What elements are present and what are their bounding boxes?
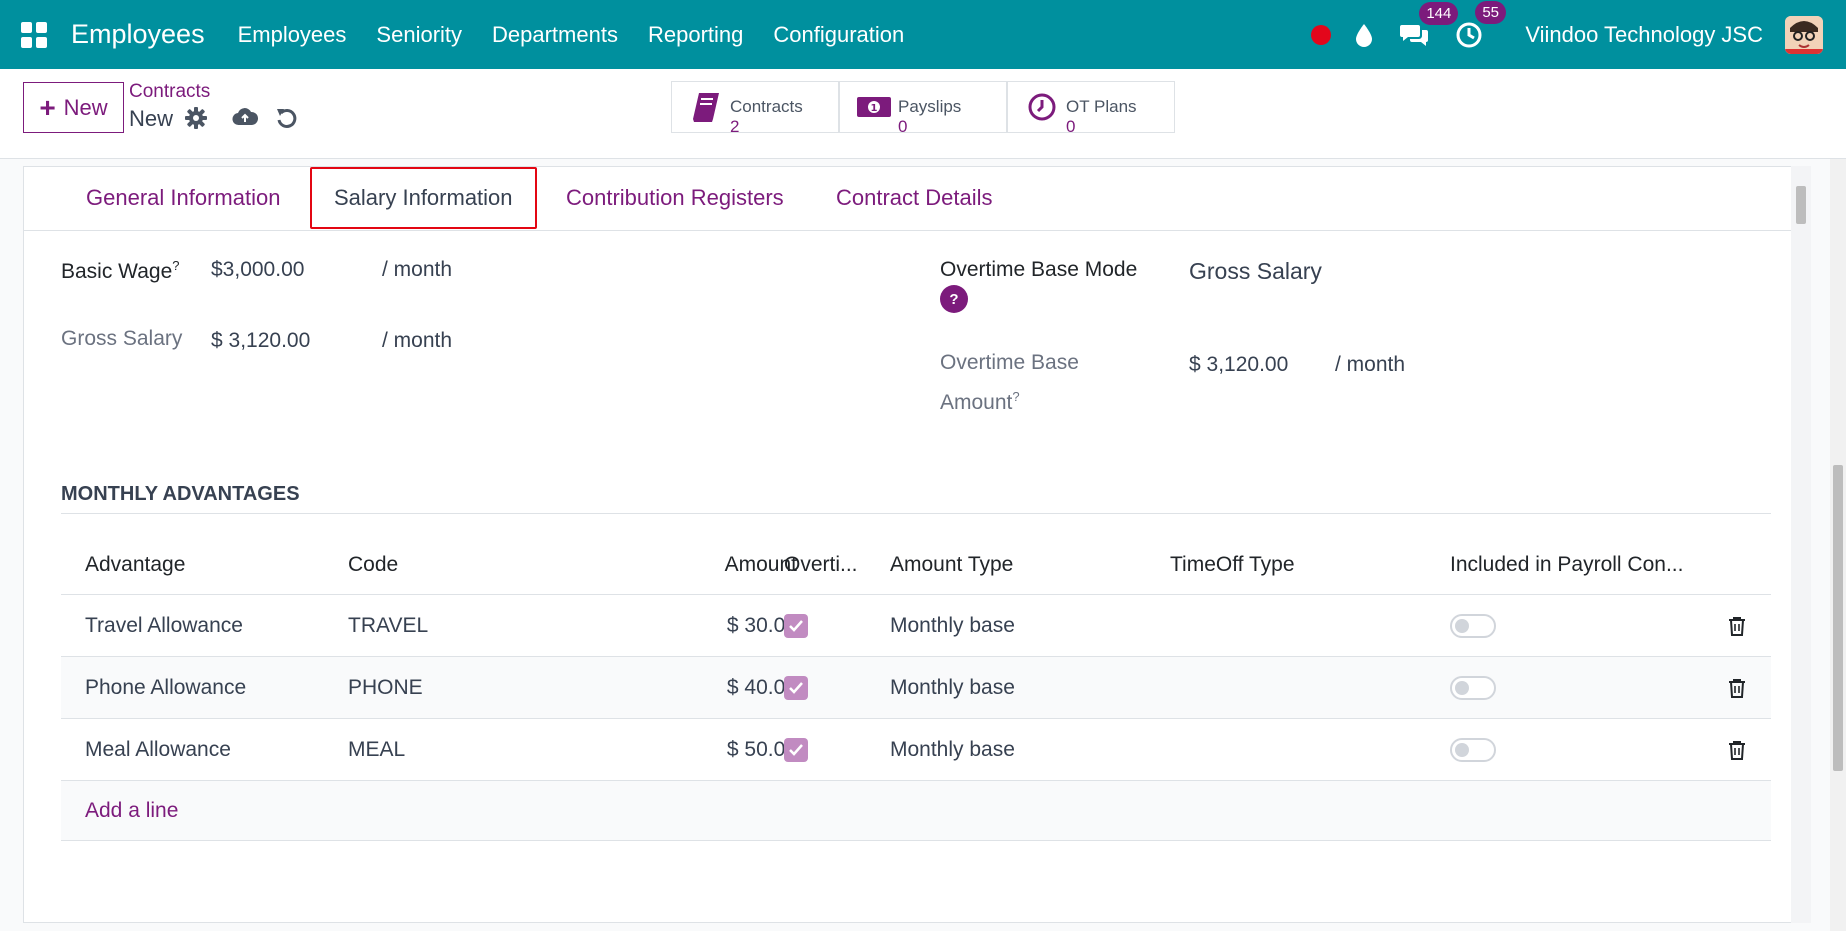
payslips-smart-count: 0 xyxy=(898,117,908,136)
tab-general-information[interactable]: General Information xyxy=(86,185,281,210)
undo-icon[interactable] xyxy=(276,107,298,134)
col-advantage[interactable]: Advantage xyxy=(85,552,186,576)
overtime-base-amount-label: Overtime Base Amount? xyxy=(940,351,1079,414)
advantage-cell[interactable]: Meal Allowance xyxy=(85,737,231,761)
page-scroll-thumb[interactable] xyxy=(1833,465,1843,771)
included-toggle[interactable] xyxy=(1450,719,1496,780)
table-header: Advantage Code Amount Overti... Amount T… xyxy=(61,535,1771,595)
advantage-cell[interactable]: Travel Allowance xyxy=(85,613,243,637)
contracts-smart-count: 2 xyxy=(730,117,740,136)
ot-plans-smart-label: OT Plans xyxy=(1066,97,1137,116)
messages-button[interactable]: 144 xyxy=(1399,1,1459,48)
col-overtime[interactable]: Overti... xyxy=(784,552,858,576)
recording-dot-icon[interactable] xyxy=(1311,24,1332,45)
overtime-checkbox[interactable] xyxy=(784,657,808,718)
col-amount[interactable]: Amount xyxy=(724,552,797,576)
messages-badge: 144 xyxy=(1419,1,1459,25)
section-divider xyxy=(61,513,1771,514)
monthly-advantages-title: MONTHLY ADVANTAGES xyxy=(61,483,300,505)
col-included-in-payroll[interactable]: Included in Payroll Con... xyxy=(1450,552,1684,576)
code-cell[interactable]: MEAL xyxy=(348,737,406,761)
new-button-label: New xyxy=(63,94,108,120)
code-cell[interactable]: PHONE xyxy=(348,675,423,699)
overtime-base-mode-label: Overtime Base Mode xyxy=(940,258,1138,281)
add-a-line-link[interactable]: Add a line xyxy=(85,798,179,822)
trash-icon[interactable] xyxy=(1728,719,1746,780)
svg-text:1: 1 xyxy=(871,103,878,114)
book-icon xyxy=(688,91,724,123)
amount-cell[interactable]: $ 50.00 xyxy=(726,737,797,761)
notebook-tabs: General Information Salary Information C… xyxy=(24,167,1810,231)
clock-icon xyxy=(1024,92,1060,122)
gross-salary-unit: / month xyxy=(382,329,453,352)
inner-scrollbar[interactable] xyxy=(1791,166,1811,923)
overtime-base-amount-unit: / month xyxy=(1335,353,1406,376)
table-row[interactable]: Phone Allowance PHONE $ 40.00 Monthly ba… xyxy=(61,657,1771,719)
payslips-smart-button[interactable]: 1 Payslips 0 xyxy=(839,81,1007,136)
amount-type-cell[interactable]: Monthly base xyxy=(890,613,1015,637)
form-sheet: General Information Salary Information C… xyxy=(23,166,1810,923)
plus-icon: + xyxy=(39,91,56,123)
trash-icon[interactable] xyxy=(1728,595,1746,656)
breadcrumb-contracts[interactable]: Contracts xyxy=(129,81,211,102)
ot-plans-smart-button[interactable]: OT Plans 0 xyxy=(1007,81,1175,136)
company-switcher[interactable]: Viindoo Technology JSC xyxy=(1525,21,1763,47)
activities-button[interactable]: 55 xyxy=(1455,0,1506,49)
menu-employees[interactable]: Employees xyxy=(237,21,347,47)
contracts-smart-button[interactable]: Contracts 2 xyxy=(671,81,839,136)
gross-salary-label: Gross Salary xyxy=(61,327,183,350)
apps-menu-icon[interactable] xyxy=(21,21,47,48)
top-navbar: Employees Employees Seniority Department… xyxy=(0,0,1846,69)
amount-cell[interactable]: $ 30.00 xyxy=(726,613,797,637)
included-toggle[interactable] xyxy=(1450,657,1496,718)
tab-contribution-registers[interactable]: Contribution Registers xyxy=(566,185,784,210)
basic-wage-field[interactable]: $3,000.00 xyxy=(211,258,305,281)
table-row[interactable]: Travel Allowance TRAVEL $ 30.00 Monthly … xyxy=(61,595,1771,657)
col-amount-type[interactable]: Amount Type xyxy=(890,552,1014,576)
menu-reporting[interactable]: Reporting xyxy=(647,21,744,47)
control-panel: + New Contracts New Contracts 2 1 Paysli… xyxy=(0,69,1846,159)
tab-contract-details[interactable]: Contract Details xyxy=(836,185,993,210)
drop-icon[interactable] xyxy=(1355,23,1373,47)
user-avatar[interactable] xyxy=(1785,15,1823,54)
table-row[interactable]: Meal Allowance MEAL $ 50.00 Monthly base xyxy=(61,719,1771,781)
amount-type-cell[interactable]: Monthly base xyxy=(890,675,1015,699)
chat-icon xyxy=(1400,24,1429,46)
contracts-smart-label: Contracts xyxy=(730,97,803,116)
basic-wage-label: Basic Wage? xyxy=(61,258,180,283)
help-icon[interactable]: ? xyxy=(940,285,968,313)
code-cell[interactable]: TRAVEL xyxy=(348,613,429,637)
menu-seniority[interactable]: Seniority xyxy=(376,21,463,47)
clock-icon xyxy=(1456,22,1482,47)
advantage-cell[interactable]: Phone Allowance xyxy=(85,675,247,699)
new-button[interactable]: + New xyxy=(23,82,124,133)
advantages-table: Advantage Code Amount Overti... Amount T… xyxy=(61,535,1771,841)
menu-departments[interactable]: Departments xyxy=(492,21,618,47)
tab-salary-information[interactable]: Salary Information xyxy=(310,167,537,229)
ot-plans-smart-count: 0 xyxy=(1066,117,1076,136)
add-line-row: Add a line xyxy=(61,781,1771,841)
amount-type-cell[interactable]: Monthly base xyxy=(890,737,1015,761)
col-timeoff-type[interactable]: TimeOff Type xyxy=(1170,552,1295,576)
basic-wage-unit: / month xyxy=(382,258,453,281)
trash-icon[interactable] xyxy=(1728,657,1746,718)
overtime-checkbox[interactable] xyxy=(784,719,808,780)
inner-scroll-thumb[interactable] xyxy=(1796,186,1806,224)
overtime-checkbox[interactable] xyxy=(784,595,808,656)
breadcrumb-current: New xyxy=(129,106,174,131)
gross-salary-value: $ 3,120.00 xyxy=(211,329,311,352)
overtime-base-mode-select[interactable]: Gross Salary xyxy=(1189,258,1322,284)
overtime-base-amount-value: $ 3,120.00 xyxy=(1189,353,1289,376)
cloud-upload-icon[interactable] xyxy=(232,107,259,132)
payslips-smart-label: Payslips xyxy=(898,97,962,116)
money-icon: 1 xyxy=(856,95,892,119)
col-code[interactable]: Code xyxy=(348,552,399,576)
menu-configuration[interactable]: Configuration xyxy=(773,21,905,47)
included-toggle[interactable] xyxy=(1450,595,1496,656)
gear-icon[interactable] xyxy=(185,107,207,134)
activities-badge: 55 xyxy=(1475,0,1506,24)
page-scrollbar[interactable] xyxy=(1830,159,1846,931)
amount-cell[interactable]: $ 40.00 xyxy=(726,675,797,699)
app-name[interactable]: Employees xyxy=(71,19,205,49)
